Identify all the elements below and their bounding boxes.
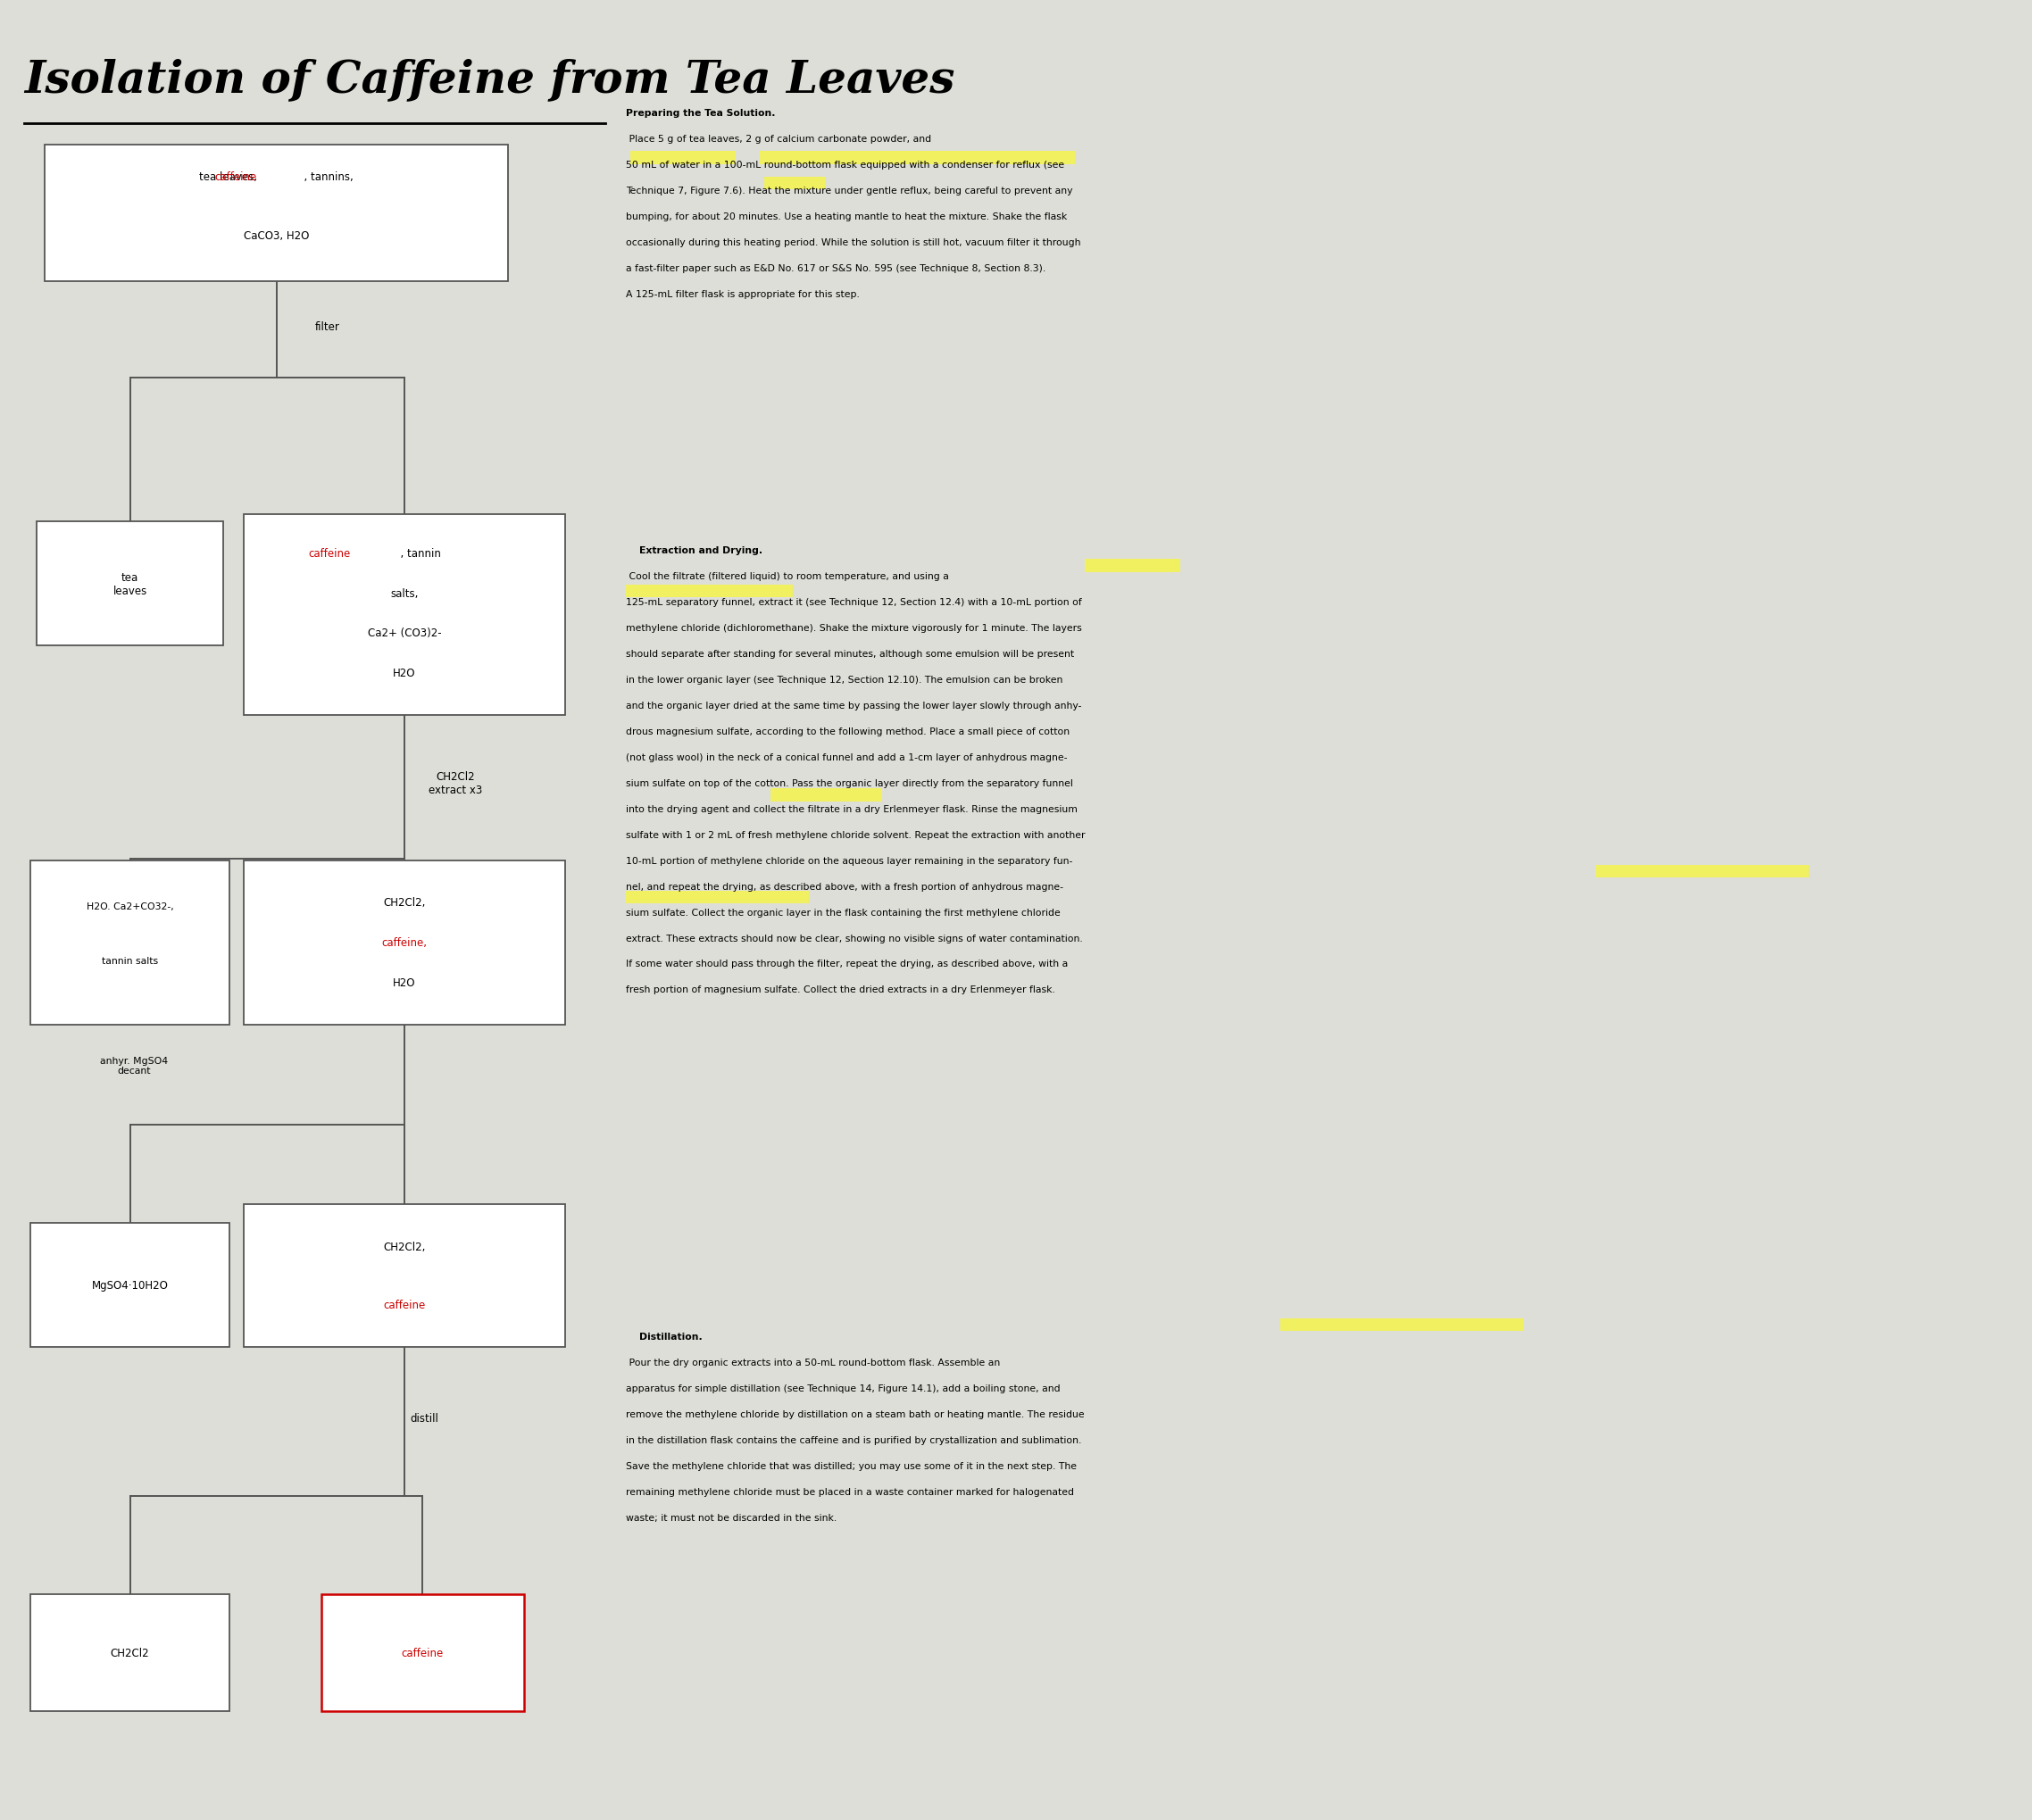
FancyBboxPatch shape	[244, 1205, 565, 1347]
Bar	[764, 178, 825, 191]
Text: 50 mL of water in a 100-mL round-bottom flask equipped with a condenser for refl: 50 mL of water in a 100-mL round-bottom …	[626, 160, 1065, 169]
Text: tannin salts: tannin salts	[102, 957, 158, 965]
Text: waste; it must not be discarded in the sink.: waste; it must not be discarded in the s…	[626, 1512, 837, 1522]
Text: CH2Cl2
extract x3: CH2Cl2 extract x3	[429, 772, 482, 795]
Text: bumping, for about 20 minutes. Use a heating mantle to heat the mixture. Shake t: bumping, for about 20 minutes. Use a hea…	[626, 213, 1067, 222]
Text: caffeine: caffeine	[384, 1299, 425, 1310]
Text: apparatus for simple distillation (see Technique 14, Figure 14.1), add a boiling: apparatus for simple distillation (see T…	[626, 1383, 1061, 1392]
Text: MgSO4·10H2O: MgSO4·10H2O	[91, 1279, 169, 1290]
Text: in the distillation flask contains the caffeine and is purified by crystallizati: in the distillation flask contains the c…	[626, 1436, 1081, 1445]
Text: If some water should pass through the filter, repeat the drying, as described ab: If some water should pass through the fi…	[626, 959, 1069, 968]
Bar	[770, 790, 882, 801]
Text: Save the methylene chloride that was distilled; you may use some of it in the ne: Save the methylene chloride that was dis…	[626, 1461, 1077, 1471]
FancyBboxPatch shape	[321, 1594, 524, 1711]
Text: 125-mL separatory funnel, extract it (see Technique 12, Section 12.4) with a 10-: 125-mL separatory funnel, extract it (se…	[626, 597, 1081, 606]
Text: (not glass wool) in the neck of a conical funnel and add a 1-cm layer of anhydro: (not glass wool) in the neck of a conica…	[626, 753, 1067, 763]
Bar	[626, 586, 792, 597]
Text: Ca2+ (CO3)2-: Ca2+ (CO3)2-	[368, 628, 441, 639]
Text: H2O: H2O	[392, 977, 417, 988]
Text: caffeine: caffeine	[215, 171, 256, 184]
Text: distill: distill	[410, 1412, 439, 1423]
Text: and the organic layer dried at the same time by passing the lower layer slowly t: and the organic layer dried at the same …	[626, 701, 1081, 710]
FancyBboxPatch shape	[244, 515, 565, 715]
Text: caffeine: caffeine	[402, 1647, 443, 1658]
Text: 10-mL portion of methylene chloride on the aqueous layer remaining in the separa: 10-mL portion of methylene chloride on t…	[626, 855, 1073, 864]
Text: should separate after standing for several minutes, although some emulsion will : should separate after standing for sever…	[626, 650, 1075, 659]
Bar	[626, 892, 809, 905]
Text: Distillation.: Distillation.	[626, 1332, 703, 1341]
Text: Extraction and Drying.: Extraction and Drying.	[626, 546, 762, 555]
Text: Cool the filtrate (filtered liquid) to room temperature, and using a: Cool the filtrate (filtered liquid) to r…	[626, 571, 949, 581]
Text: anhyr. MgSO4
decant: anhyr. MgSO4 decant	[100, 1056, 169, 1076]
FancyBboxPatch shape	[45, 146, 508, 282]
Text: occasionally during this heating period. While the solution is still hot, vacuum: occasionally during this heating period.…	[626, 238, 1081, 248]
Text: Preparing the Tea Solution.: Preparing the Tea Solution.	[626, 109, 776, 118]
Text: A 125-mL filter flask is appropriate for this step.: A 125-mL filter flask is appropriate for…	[626, 289, 860, 298]
Bar	[1085, 561, 1181, 571]
FancyBboxPatch shape	[30, 1223, 230, 1347]
Text: Pour the dry organic extracts into a 50-mL round-bottom flask. Assemble an: Pour the dry organic extracts into a 50-…	[626, 1358, 1000, 1367]
Text: CH2Cl2,: CH2Cl2,	[384, 897, 425, 908]
FancyBboxPatch shape	[244, 861, 565, 1025]
Text: caffeine,: caffeine,	[382, 937, 427, 948]
Text: CH2Cl2,: CH2Cl2,	[384, 1241, 425, 1252]
Text: fresh portion of magnesium sulfate. Collect the dried extracts in a dry Erlenmey: fresh portion of magnesium sulfate. Coll…	[626, 985, 1055, 994]
Text: Technique 7, Figure 7.6). Heat the mixture under gentle reflux, being careful to: Technique 7, Figure 7.6). Heat the mixtu…	[626, 187, 1073, 197]
Text: filter: filter	[315, 320, 339, 333]
Text: extract. These extracts should now be clear, showing no visible signs of water c: extract. These extracts should now be cl…	[626, 934, 1083, 943]
FancyBboxPatch shape	[30, 1594, 230, 1711]
Text: tea
leaves: tea leaves	[114, 571, 146, 597]
Text: a fast-filter paper such as E&D No. 617 or S&S No. 595 (see Technique 8, Section: a fast-filter paper such as E&D No. 617 …	[626, 264, 1046, 273]
Bar	[760, 153, 1075, 166]
Text: nel, and repeat the drying, as described above, with a fresh portion of anhydrou: nel, and repeat the drying, as described…	[626, 883, 1063, 892]
Bar	[1280, 1318, 1524, 1332]
Text: remove the methylene chloride by distillation on a steam bath or heating mantle.: remove the methylene chloride by distill…	[626, 1411, 1085, 1420]
FancyBboxPatch shape	[30, 861, 230, 1025]
Text: tea leaves,              , tannins,: tea leaves, , tannins,	[199, 171, 354, 184]
Text: sium sulfate on top of the cotton. Pass the organic layer directly from the sepa: sium sulfate on top of the cotton. Pass …	[626, 779, 1073, 788]
Text: sium sulfate. Collect the organic layer in the flask containing the first methyl: sium sulfate. Collect the organic layer …	[626, 908, 1061, 917]
Text: H2O. Ca2+CO32-,: H2O. Ca2+CO32-,	[87, 903, 173, 910]
Text: CH2Cl2: CH2Cl2	[110, 1647, 150, 1658]
Text: CaCO3, H2O: CaCO3, H2O	[244, 229, 309, 242]
Text: H2O: H2O	[392, 668, 417, 679]
Text: salts,: salts,	[390, 588, 419, 599]
Text: Isolation of Caffeine from Tea Leaves: Isolation of Caffeine from Tea Leaves	[24, 58, 955, 102]
FancyBboxPatch shape	[37, 522, 224, 646]
Text: remaining methylene chloride must be placed in a waste container marked for halo: remaining methylene chloride must be pla…	[626, 1487, 1075, 1496]
Text: methylene chloride (dichloromethane). Shake the mixture vigorously for 1 minute.: methylene chloride (dichloromethane). Sh…	[626, 624, 1081, 633]
Text: sulfate with 1 or 2 mL of fresh methylene chloride solvent. Repeat the extractio: sulfate with 1 or 2 mL of fresh methylen…	[626, 830, 1085, 839]
Bar	[1595, 866, 1808, 879]
Text: Place 5 g of tea leaves, 2 g of calcium carbonate powder, and: Place 5 g of tea leaves, 2 g of calcium …	[626, 135, 931, 144]
Text: caffeine: caffeine	[309, 548, 350, 559]
Text: drous magnesium sulfate, according to the following method. Place a small piece : drous magnesium sulfate, according to th…	[626, 726, 1069, 735]
Text: into the drying agent and collect the filtrate in a dry Erlenmeyer flask. Rinse : into the drying agent and collect the fi…	[626, 804, 1077, 814]
Text: in the lower organic layer (see Technique 12, Section 12.10). The emulsion can b: in the lower organic layer (see Techniqu…	[626, 675, 1063, 684]
Text: , tannin: , tannin	[368, 548, 441, 559]
Bar	[630, 153, 736, 166]
